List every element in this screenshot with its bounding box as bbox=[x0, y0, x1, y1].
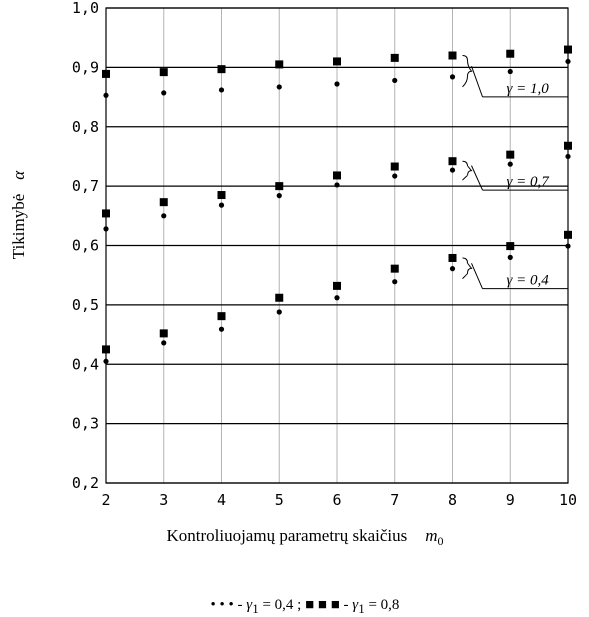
square-series-marks bbox=[102, 45, 572, 354]
square-marker bbox=[448, 157, 457, 166]
leader-line bbox=[471, 263, 483, 289]
brace bbox=[462, 55, 473, 88]
dot-marker bbox=[392, 279, 398, 285]
square-marker bbox=[275, 293, 284, 302]
legend-value-0: = 0,4 ; bbox=[259, 597, 305, 613]
dot-marker bbox=[565, 58, 571, 65]
gamma-annotations: γ = 1,0 γ = 0,7 γ = 0,4 bbox=[462, 55, 568, 290]
x-tick-label: 9 bbox=[506, 491, 515, 509]
y-tick-label: 0,2 bbox=[72, 474, 99, 492]
leader-line bbox=[471, 66, 483, 98]
dot-marker bbox=[392, 77, 398, 84]
dot-marker bbox=[161, 340, 167, 346]
legend-text: • • • - γ1 = 0,4 ; ■ ■ ■ - γ1 = 0,8 bbox=[211, 597, 400, 616]
x-tick-label: 8 bbox=[448, 491, 457, 509]
square-marker bbox=[217, 312, 226, 321]
x-tick-label: 10 bbox=[559, 491, 577, 509]
square-marker bbox=[564, 141, 572, 150]
dot-marker bbox=[334, 295, 340, 301]
y-tick-label: 0,5 bbox=[72, 296, 99, 314]
square-marker bbox=[102, 209, 110, 218]
brace bbox=[462, 257, 473, 280]
y-tick-label: 0,9 bbox=[72, 58, 99, 76]
leader-line bbox=[471, 165, 483, 191]
dot-marker bbox=[276, 84, 282, 90]
y-tick-labels: 0,2 0,3 0,4 0,5 0,6 0,7 0,8 0,9 1,0 bbox=[72, 0, 99, 492]
dot-marker bbox=[507, 68, 513, 75]
dot-marker bbox=[276, 193, 282, 199]
legend: • • • - γ1 = 0,4 ; ■ ■ ■ - γ1 = 0,8 bbox=[211, 597, 400, 616]
x-tick-label: 7 bbox=[390, 491, 399, 509]
dot-marker bbox=[449, 74, 456, 80]
legend-symbol-1: ■ ■ ■ - bbox=[305, 597, 352, 613]
dot-marker bbox=[103, 226, 109, 232]
square-marker bbox=[390, 264, 399, 273]
square-marker bbox=[506, 242, 515, 251]
y-axis-title: Tikimybėα bbox=[9, 170, 28, 260]
square-marker bbox=[102, 345, 110, 354]
dot-marker bbox=[507, 254, 513, 260]
square-marker bbox=[506, 49, 515, 58]
x-tick-labels: 2 3 4 5 6 7 8 9 10 bbox=[101, 491, 577, 509]
square-marker bbox=[448, 253, 457, 262]
x-tick-label: 3 bbox=[159, 491, 168, 509]
dot-marker bbox=[334, 81, 340, 87]
square-marker bbox=[275, 182, 284, 191]
legend-symbol-0: • • • - bbox=[211, 597, 247, 613]
dot-marker bbox=[103, 358, 109, 364]
legend-value-1: = 0,8 bbox=[365, 597, 400, 613]
dot-marker bbox=[449, 266, 456, 272]
square-marker bbox=[390, 162, 399, 171]
dot-marker bbox=[334, 182, 340, 188]
gamma-annotation: γ = 1,0 bbox=[507, 81, 550, 97]
legend-gamma-1: γ bbox=[352, 597, 359, 613]
square-marker bbox=[448, 51, 457, 60]
square-marker bbox=[333, 171, 341, 180]
dot-marker bbox=[565, 243, 571, 249]
dot-marker bbox=[103, 92, 109, 98]
y-tick-label: 1,0 bbox=[72, 0, 99, 17]
dot-marker bbox=[507, 161, 513, 167]
y-tick-label: 0,3 bbox=[72, 415, 99, 433]
x-tick-label: 6 bbox=[332, 491, 341, 509]
square-marker bbox=[564, 230, 572, 239]
square-marker bbox=[102, 69, 110, 78]
x-tick-label: 2 bbox=[101, 491, 110, 509]
square-marker bbox=[159, 68, 168, 77]
brace bbox=[462, 160, 473, 181]
y-tick-label: 0,7 bbox=[72, 177, 99, 195]
dot-marker bbox=[218, 87, 225, 93]
square-marker bbox=[217, 191, 226, 200]
x-tick-label: 4 bbox=[217, 491, 226, 509]
square-marker bbox=[564, 45, 572, 54]
dot-marker bbox=[161, 213, 167, 219]
square-marker bbox=[159, 329, 168, 338]
square-marker bbox=[217, 65, 226, 74]
gamma-annotation: γ = 0,4 bbox=[507, 273, 550, 289]
dot-marker bbox=[276, 309, 282, 315]
dot-marker bbox=[161, 90, 167, 96]
square-marker bbox=[506, 150, 515, 159]
legend-sub-1: 1 bbox=[358, 601, 365, 616]
square-marker bbox=[390, 53, 399, 62]
legend-gamma-0: γ bbox=[246, 597, 253, 613]
dot-marker bbox=[218, 326, 225, 332]
legend-sub-0: 1 bbox=[252, 601, 259, 616]
square-marker bbox=[333, 281, 341, 290]
dot-series-marks bbox=[103, 58, 571, 364]
x-tick-label: 5 bbox=[275, 491, 284, 509]
y-tick-label: 0,6 bbox=[72, 237, 99, 255]
square-marker bbox=[333, 57, 341, 66]
square-marker bbox=[159, 198, 168, 207]
y-tick-label: 0,8 bbox=[72, 118, 99, 136]
gamma-annotation: γ = 0,7 bbox=[507, 174, 551, 190]
dot-marker bbox=[449, 167, 456, 173]
dot-marker bbox=[392, 173, 398, 179]
y-tick-label: 0,4 bbox=[72, 355, 99, 373]
dot-marker bbox=[218, 202, 225, 208]
dot-marker bbox=[565, 153, 571, 160]
square-marker bbox=[275, 60, 284, 69]
x-axis-title: Kontroliuojamų parametrų skaičius m0 bbox=[166, 526, 443, 548]
